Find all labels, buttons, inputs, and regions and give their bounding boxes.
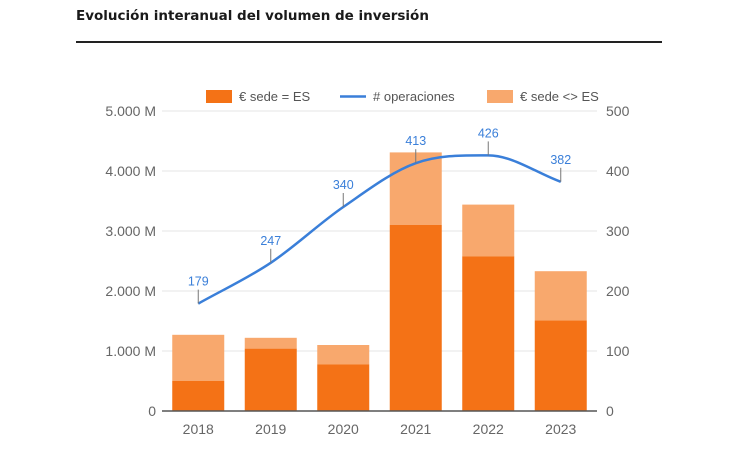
x-axis-tick-label: 2022 [473, 421, 504, 437]
left-axis-tick-label: 4.000 M [105, 163, 156, 179]
page-title: Evolución interanual del volumen de inve… [76, 8, 429, 24]
legend-label: € sede = ES [239, 89, 311, 104]
title-divider [76, 41, 662, 43]
right-axis-tick-label: 100 [606, 343, 630, 359]
bar-segment [462, 204, 515, 257]
bar-segment [389, 225, 442, 411]
bar-segment [172, 334, 225, 381]
data-label: 426 [478, 126, 499, 140]
legend-swatch [487, 90, 513, 103]
left-axis-tick-label: 5.000 M [105, 103, 156, 119]
x-axis-tick-label: 2023 [545, 421, 576, 437]
left-axis-tick-label: 3.000 M [105, 223, 156, 239]
legend-swatch [206, 90, 232, 103]
x-axis-tick-label: 2019 [255, 421, 286, 437]
legend-label: € sede <> ES [520, 89, 599, 104]
bar-segment [317, 345, 370, 365]
right-axis-tick-label: 400 [606, 163, 630, 179]
bar-segment [534, 271, 587, 321]
line-series-operaciones [197, 154, 562, 305]
bar-segment [244, 348, 297, 411]
right-axis-tick-label: 0 [606, 403, 614, 419]
bar-segment [244, 337, 297, 349]
bar-segment [462, 256, 515, 411]
right-axis-tick-label: 200 [606, 283, 630, 299]
x-axis-tick-label: 2018 [183, 421, 214, 437]
data-label: 413 [405, 134, 426, 148]
bar-segment [317, 364, 370, 411]
left-axis-tick-label: 0 [148, 403, 156, 419]
right-axis-tick-label: 300 [606, 223, 630, 239]
legend-label: # operaciones [373, 89, 455, 104]
right-axis-tick-label: 500 [606, 103, 630, 119]
left-axis-tick-label: 1.000 M [105, 343, 156, 359]
data-label: 382 [550, 153, 571, 167]
data-label: 179 [188, 275, 209, 289]
data-label: 340 [333, 178, 354, 192]
x-axis-tick-label: 2020 [328, 421, 359, 437]
bar-segment [172, 381, 225, 411]
data-label: 247 [260, 234, 281, 248]
x-axis-tick-label: 2021 [400, 421, 431, 437]
left-axis-tick-label: 2.000 M [105, 283, 156, 299]
bar-segment [534, 320, 587, 411]
